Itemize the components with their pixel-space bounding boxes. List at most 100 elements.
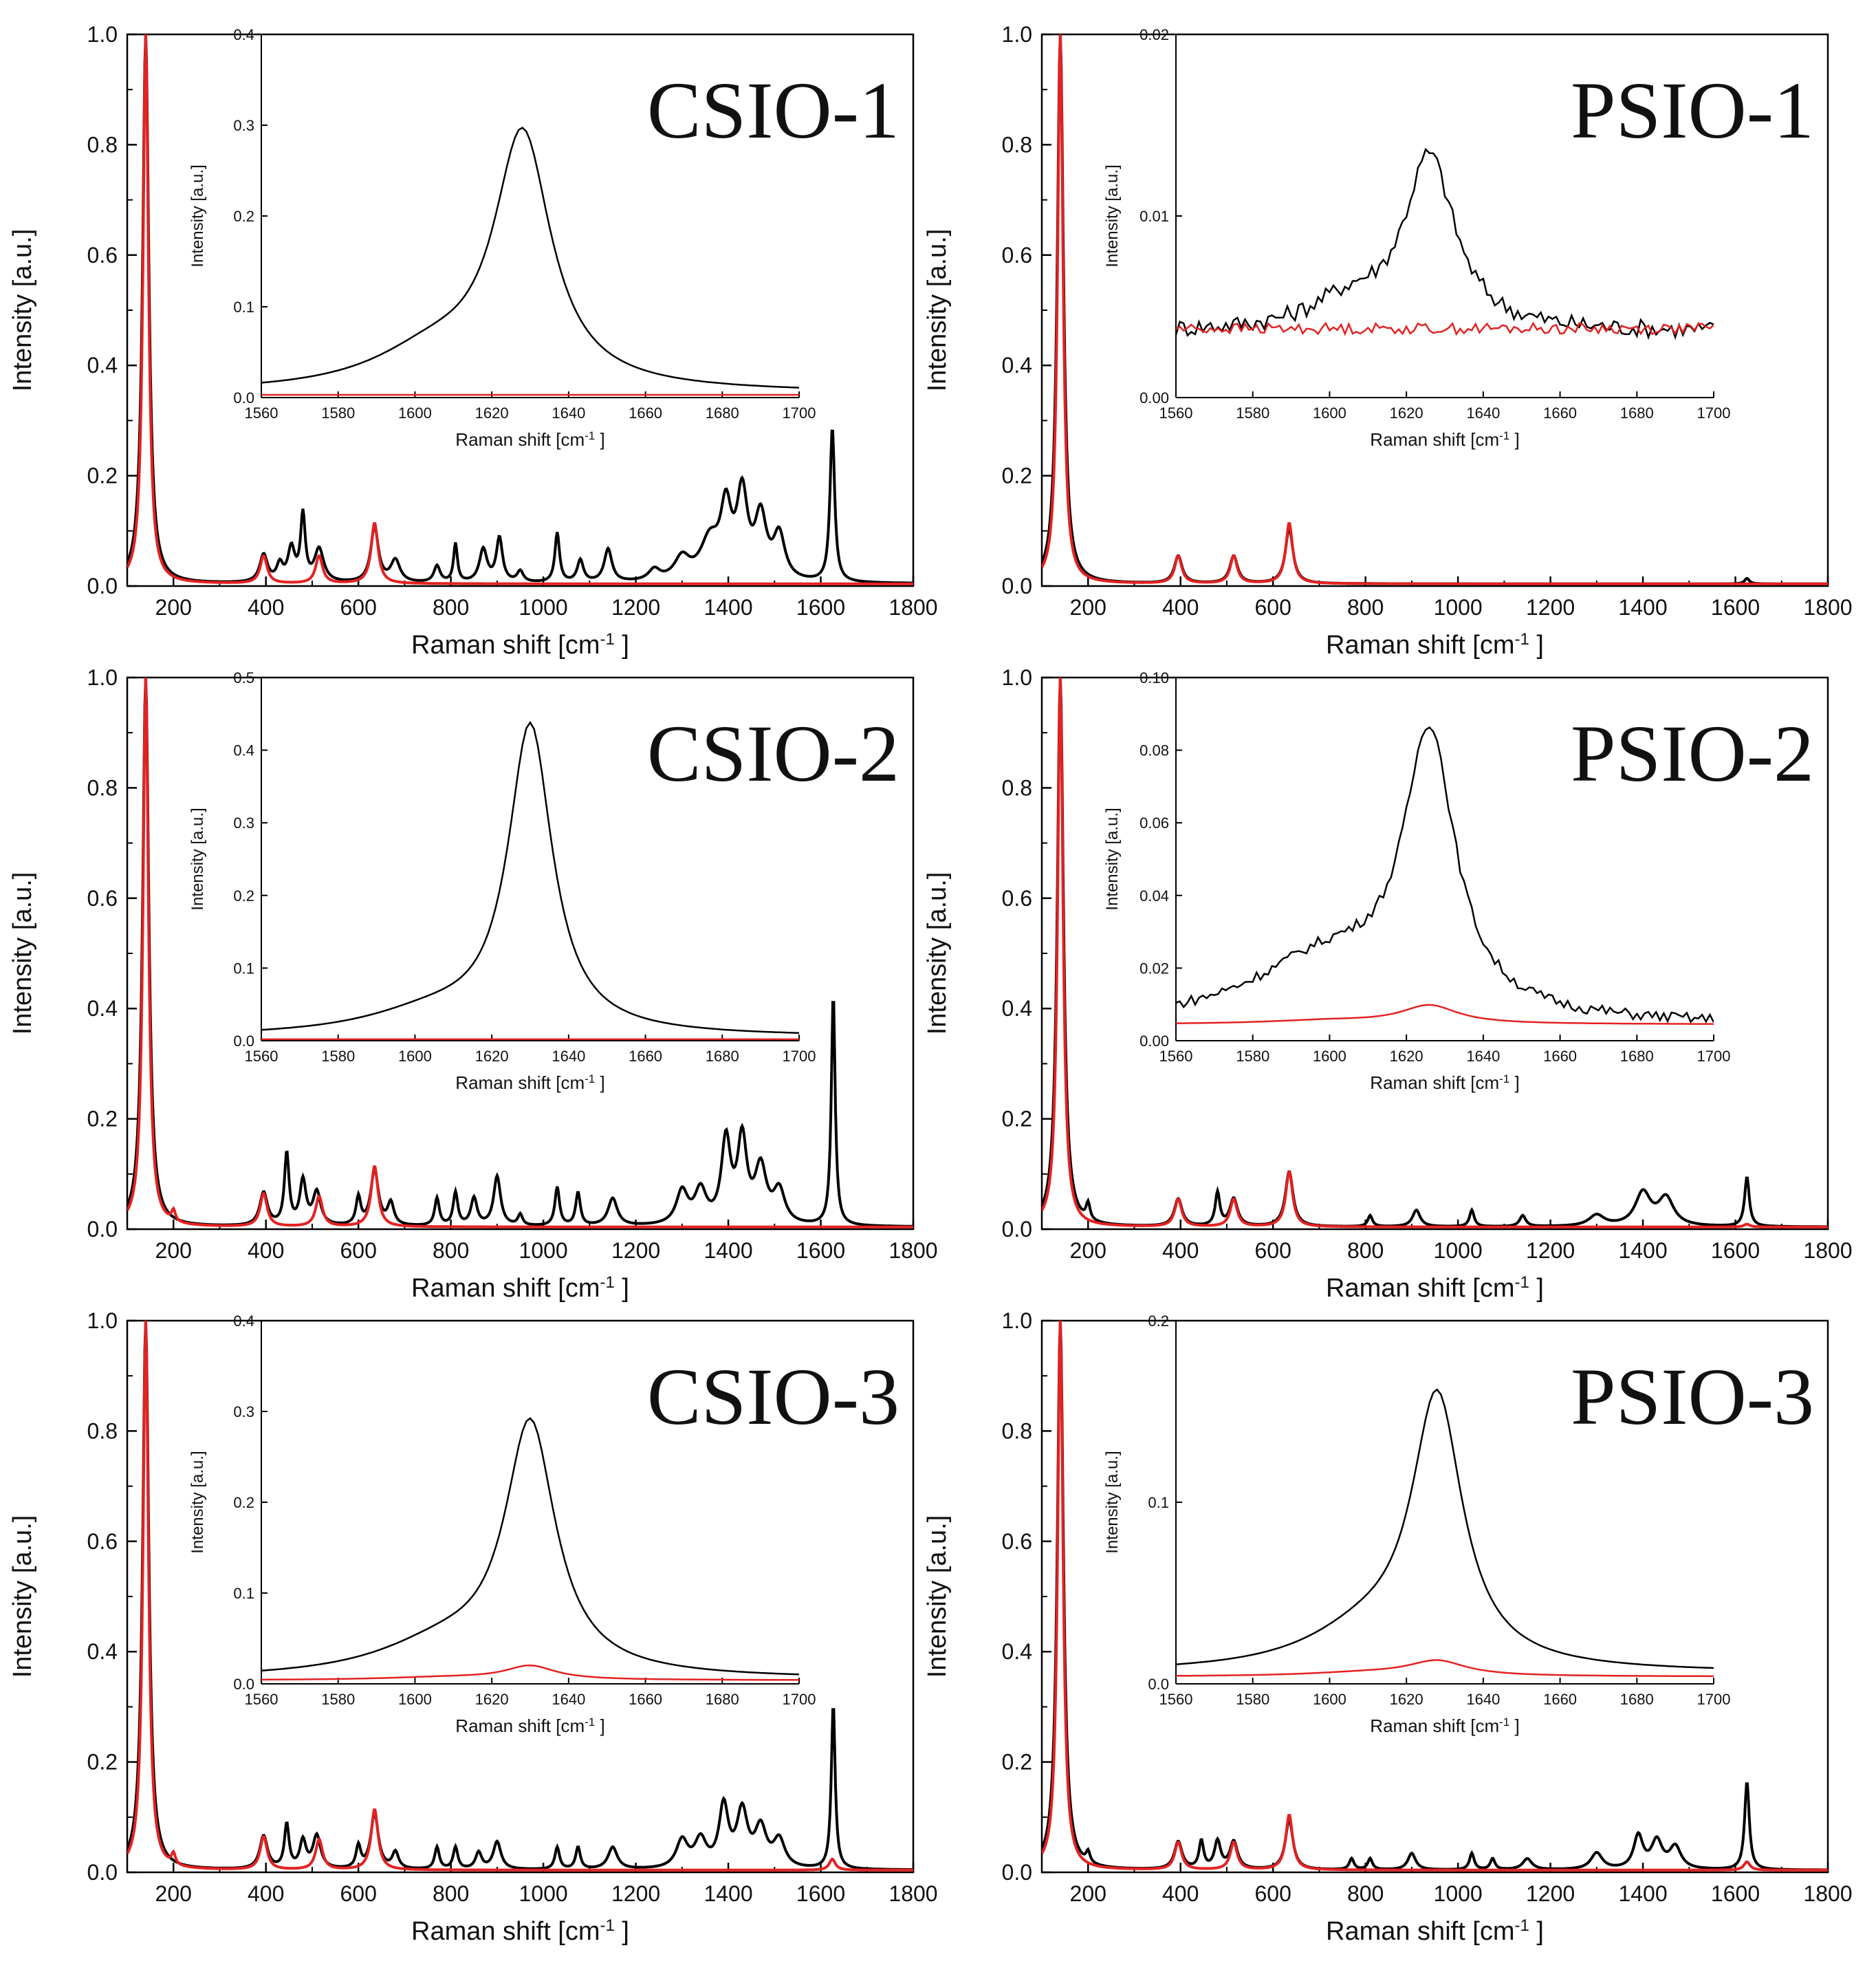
x-tick-label: 800: [433, 1238, 469, 1263]
inset-x-tick-label: 1620: [1390, 404, 1424, 422]
inset-x-axis-title: Raman shift [cm-1 ]: [455, 1715, 604, 1737]
x-tick-label: 800: [1347, 1238, 1384, 1263]
x-tick-label: 200: [155, 595, 192, 620]
series-line-red: [127, 678, 913, 1228]
x-tick-label: 1600: [796, 595, 845, 620]
x-tick-label: 1400: [1618, 595, 1667, 620]
y-tick-label: 1.0: [1002, 1308, 1032, 1333]
inset-x-tick-label: 1580: [1236, 1048, 1269, 1065]
x-tick-label: 200: [1070, 1881, 1106, 1906]
x-tick-label: 1600: [1711, 1881, 1760, 1906]
inset-y-tick-label: 0.02: [1139, 960, 1169, 977]
x-tick-label: 800: [433, 1881, 469, 1906]
y-axis-title: Intensity [a.u.]: [923, 872, 952, 1035]
x-tick-label: 600: [1254, 595, 1291, 620]
x-tick-label: 1600: [796, 1238, 845, 1263]
panel-label: CSIO-1: [647, 65, 899, 155]
inset-x-tick-label: 1660: [629, 1048, 662, 1065]
inset-y-axis-title: Intensity [a.u.]: [1103, 164, 1122, 267]
panel-label: CSIO-3: [647, 1352, 899, 1442]
x-tick-label: 1400: [1618, 1238, 1667, 1263]
inset-y-tick-label: 0.00: [1139, 1032, 1169, 1050]
y-tick-label: 0.2: [1002, 1107, 1032, 1132]
inset-x-tick-label: 1640: [552, 1691, 585, 1708]
y-tick-label: 1.0: [87, 22, 118, 47]
series-line-red: [1042, 1321, 1828, 1872]
inset-y-tick-label: 0.4: [233, 1312, 254, 1330]
panel-psio-1: 200 400 600 800 1000 1200 1400 1600 1800 0.0 0.2 0.…: [923, 22, 1853, 660]
x-tick-label: 1000: [519, 1881, 568, 1906]
inset-y-tick-label: 0.04: [1139, 887, 1169, 905]
inset-x-tick-label: 1600: [1313, 404, 1346, 422]
x-tick-label: 1200: [611, 1238, 660, 1263]
inset-y-tick-label: 0.4: [233, 26, 254, 43]
inset-y-tick-label: 0.08: [1139, 742, 1169, 759]
y-tick-label: 0.0: [87, 574, 118, 598]
x-tick-label: 1800: [888, 1881, 937, 1906]
panel-psio-2: 200 400 600 800 1000 1200 1400 1600 1800 0.0 0.2 0.…: [923, 665, 1853, 1303]
inset-x-tick-label: 1640: [552, 1048, 585, 1065]
y-tick-label: 0.2: [87, 1750, 118, 1775]
y-tick-label: 0.6: [1002, 886, 1032, 911]
inset-y-tick-label: 0.2: [233, 887, 254, 905]
inset-psio-3: 1560 1580 1600 1620 1640 1660 1680 1700 0.0 0.1 0.…: [1103, 1312, 1730, 1736]
inset-x-tick-label: 1680: [1620, 1048, 1654, 1065]
panel-label: PSIO-2: [1571, 708, 1814, 799]
x-tick-label: 400: [1162, 1238, 1199, 1263]
inset-x-tick-label: 1600: [1313, 1691, 1346, 1708]
y-tick-label: 1.0: [1002, 665, 1032, 690]
x-tick-label: 400: [248, 1238, 284, 1263]
x-tick-label: 1400: [704, 595, 752, 620]
inset-x-tick-label: 1620: [475, 404, 509, 422]
y-tick-label: 0.2: [87, 464, 118, 488]
inset-psio-1: 1560 1580 1600 1620 1640 1660 1680 1700 0.00 0.01…: [1103, 26, 1730, 450]
x-tick-label: 800: [1347, 595, 1384, 620]
y-tick-label: 0.0: [87, 1217, 118, 1242]
x-tick-label: 600: [340, 1238, 376, 1263]
x-tick-label: 1200: [1526, 595, 1575, 620]
inset-x-tick-label: 1560: [1159, 1048, 1193, 1065]
x-axis-title: Raman shift [cm-1 ]: [411, 1916, 629, 1947]
x-tick-label: 1600: [1711, 595, 1760, 620]
x-axis-title: Raman shift [cm-1 ]: [1326, 1273, 1544, 1303]
inset-x-tick-label: 1700: [1697, 1691, 1731, 1708]
inset-x-tick-label: 1680: [706, 1048, 739, 1065]
inset-x-tick-label: 1700: [783, 1048, 816, 1065]
y-tick-label: 0.8: [87, 132, 118, 157]
inset-x-axis-title: Raman shift [cm-1 ]: [1370, 1715, 1519, 1737]
panel-csio-2: 200 400 600 800 1000 1200 1400 1600 1800 0.0 0.2 0.…: [8, 665, 938, 1303]
y-tick-label: 0.2: [1002, 1750, 1032, 1775]
x-tick-label: 400: [248, 595, 284, 620]
y-tick-label: 1.0: [87, 1308, 118, 1333]
x-tick-label: 400: [1162, 1881, 1199, 1906]
inset-x-tick-label: 1660: [1543, 1048, 1577, 1065]
inset-x-tick-label: 1640: [1466, 1048, 1500, 1065]
panel-csio-1: 200 400 600 800 1000 1200 1400 1600 1800 0.0 0.2 0.…: [8, 22, 938, 660]
x-tick-label: 1800: [1803, 1238, 1852, 1263]
y-tick-label: 0.6: [1002, 243, 1032, 268]
inset-y-axis-title: Intensity [a.u.]: [188, 164, 207, 267]
inset-y-tick-label: 0.4: [233, 742, 254, 759]
inset-y-tick-label: 0.1: [233, 1585, 254, 1602]
inset-x-tick-label: 1660: [1543, 404, 1577, 422]
x-tick-label: 1800: [888, 1238, 937, 1263]
inset-y-tick-label: 0.0: [233, 1676, 254, 1693]
inset-y-tick-label: 0.0: [233, 389, 254, 407]
inset-x-tick-label: 1640: [1466, 404, 1500, 422]
inset-y-tick-label: 0.10: [1139, 669, 1169, 686]
y-tick-label: 0.6: [87, 1529, 118, 1554]
x-tick-label: 1200: [611, 1881, 660, 1906]
x-tick-label: 1000: [1434, 595, 1483, 620]
inset-y-axis-title: Intensity [a.u.]: [188, 1451, 207, 1553]
series-line-red: [127, 1321, 913, 1872]
inset-csio-3: 1560 1580 1600 1620 1640 1660 1680 1700 0.0 0.1 0.…: [188, 1312, 816, 1736]
x-tick-label: 1800: [888, 595, 937, 620]
inset-y-tick-label: 0.1: [233, 960, 254, 977]
y-tick-label: 0.0: [1002, 574, 1032, 598]
y-tick-label: 0.6: [1002, 1529, 1032, 1554]
inset-x-tick-label: 1600: [398, 1048, 432, 1065]
inset-series-line-black: [1176, 726, 1714, 1024]
x-tick-label: 1000: [1434, 1881, 1483, 1906]
inset-x-tick-label: 1700: [783, 404, 816, 422]
x-tick-label: 600: [340, 595, 376, 620]
